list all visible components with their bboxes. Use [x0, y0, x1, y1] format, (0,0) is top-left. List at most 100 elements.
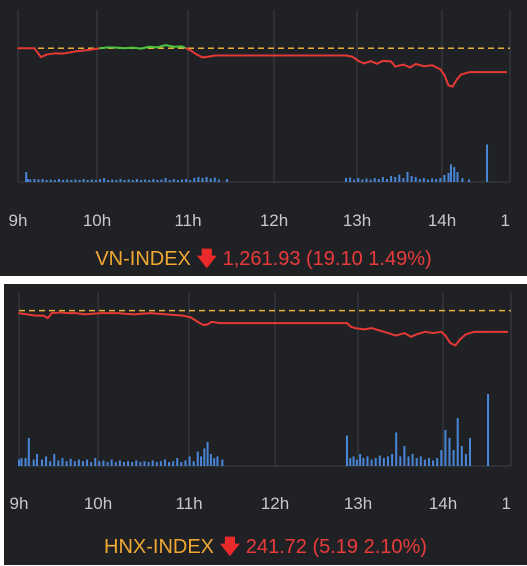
- volume-bar: [165, 178, 167, 182]
- price-segment: [116, 48, 124, 49]
- volume-bar: [453, 167, 455, 182]
- volume-bar: [111, 180, 113, 183]
- volume-bar: [214, 178, 216, 183]
- price-segment: [157, 45, 165, 47]
- x-tick-label: 11h: [175, 494, 202, 513]
- volume-bar: [361, 180, 363, 183]
- price-segment: [190, 50, 197, 54]
- price-segment: [191, 318, 198, 322]
- volume-bar: [132, 180, 134, 182]
- volume-bar: [443, 175, 445, 182]
- volume-bar: [395, 432, 397, 466]
- volume-bar: [78, 460, 80, 466]
- x-tick-label: 12h: [260, 211, 288, 230]
- volume-bar: [61, 458, 63, 466]
- volume-bar: [386, 179, 388, 182]
- price-segment: [395, 65, 403, 67]
- volume-bar: [469, 438, 471, 466]
- volume-bar: [193, 178, 195, 182]
- volume-bar: [346, 436, 348, 466]
- volume-bar: [197, 452, 199, 466]
- volume-bar: [439, 178, 441, 182]
- volume-bar: [27, 179, 29, 182]
- x-tick-label: 11h: [174, 211, 201, 230]
- price-segment: [167, 314, 183, 315]
- volume-bar: [38, 180, 40, 183]
- volume-bar: [461, 178, 463, 182]
- price-segment: [417, 332, 425, 334]
- volume-bar: [185, 179, 187, 182]
- price-segment: [60, 313, 68, 314]
- price-segment: [125, 48, 133, 49]
- volume-bar: [375, 458, 377, 466]
- price-segment: [93, 313, 101, 314]
- volume-bar: [394, 177, 396, 182]
- volume-bar: [359, 454, 361, 466]
- volume-bar: [168, 462, 170, 466]
- volume-bar: [440, 450, 442, 466]
- volume-bar: [207, 442, 209, 466]
- volume-bar: [156, 180, 158, 182]
- volume-bar: [366, 179, 368, 183]
- volume-bar: [349, 178, 351, 183]
- volume-bar: [58, 179, 60, 182]
- volume-bar: [378, 179, 380, 182]
- volume-bar: [83, 179, 85, 182]
- price-segment: [34, 48, 41, 57]
- index-change: (19.10 1.49%): [306, 248, 432, 270]
- volume-bar: [180, 462, 182, 466]
- volume-bar: [53, 454, 55, 466]
- volume-bar: [143, 461, 145, 466]
- volume-bar: [79, 180, 81, 182]
- volume-bar: [28, 438, 30, 466]
- x-tick-label: 10h: [83, 211, 111, 230]
- volume-bar: [444, 430, 446, 466]
- price-segment: [445, 336, 450, 343]
- index-change: (5.19 2.10%): [312, 536, 427, 558]
- volume-bar: [136, 179, 138, 182]
- price-segment: [150, 313, 166, 314]
- volume-bar: [436, 458, 438, 466]
- volume-bar: [415, 177, 417, 182]
- price-segment: [403, 65, 410, 68]
- x-tick-label: 13h: [344, 494, 372, 513]
- volume-bar: [115, 180, 117, 182]
- volume-bar: [33, 460, 35, 466]
- volume-bar: [357, 178, 359, 182]
- volume-bar: [450, 165, 452, 183]
- volume-bar: [169, 180, 171, 182]
- x-tick-label: 13h: [343, 211, 371, 230]
- index-value: 241.72: [246, 536, 307, 558]
- volume-bar: [107, 180, 109, 182]
- volume-bar: [82, 461, 84, 466]
- volume-bar: [353, 456, 355, 466]
- volume-bar: [193, 461, 195, 466]
- volume-bar: [36, 454, 38, 466]
- volume-bar: [420, 456, 422, 466]
- volume-bar: [461, 446, 463, 466]
- price-segment: [461, 72, 469, 75]
- volume-bar: [98, 461, 100, 466]
- x-tick-label: 9h: [9, 211, 28, 230]
- price-segment: [133, 48, 141, 49]
- volume-bar: [152, 460, 154, 466]
- volume-bar: [42, 179, 44, 182]
- volume-bar: [41, 460, 43, 466]
- price-segment: [149, 47, 157, 48]
- price-segment: [212, 322, 220, 323]
- volume-bar: [161, 180, 163, 183]
- price-segment: [364, 61, 371, 63]
- x-tick-label: 1: [502, 494, 511, 513]
- volume-bar: [124, 180, 126, 182]
- volume-bar: [94, 458, 96, 466]
- volume-bar: [148, 462, 150, 466]
- price-segment: [433, 332, 441, 333]
- price-segment: [363, 328, 371, 329]
- volume-bar: [18, 460, 20, 466]
- volume-bar: [95, 180, 97, 182]
- volume-bar: [210, 454, 212, 466]
- volume-bar: [221, 460, 223, 466]
- price-segment: [346, 56, 353, 57]
- volume-bar: [144, 180, 146, 183]
